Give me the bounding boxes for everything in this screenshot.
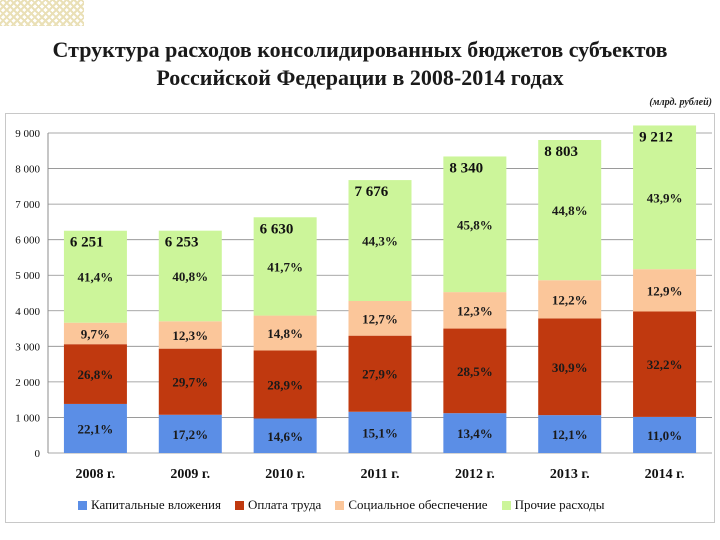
chart-title: Структура расходов консолидированных бюд… <box>0 36 720 92</box>
bar-segment-social <box>63 322 127 345</box>
data-label-capital: 14,6% <box>267 429 303 444</box>
bar-segment-capital <box>158 414 222 453</box>
bar-segment-other <box>633 125 697 270</box>
x-tick-label: 2010 г. <box>265 467 305 482</box>
x-tick-label: 2013 г. <box>550 467 590 482</box>
data-label-other: 41,4% <box>78 270 114 285</box>
bar-segment-social <box>253 315 317 351</box>
y-tick-label: 7 000 <box>15 199 40 211</box>
bar-segment-other <box>348 180 412 301</box>
bar-segment-capital <box>63 403 127 453</box>
chart-title-line-1: Структура расходов консолидированных бюд… <box>52 37 668 62</box>
legend-item-other: Прочие расходы <box>501 497 605 513</box>
bar-segment-salary <box>443 328 507 414</box>
y-tick-label: 1 000 <box>15 412 40 424</box>
data-label-salary: 28,9% <box>267 377 303 392</box>
chart-legend: Капитальные вложения Оплата труда Социальн… <box>78 497 605 513</box>
legend-label-other: Прочие расходы <box>514 497 605 512</box>
legend-swatch-social <box>335 500 345 510</box>
bar-segment-capital <box>443 413 507 453</box>
bar-segment-other <box>253 217 317 316</box>
bar-segment-capital <box>538 415 602 453</box>
data-label-capital: 11,0% <box>647 428 682 443</box>
legend-swatch-other <box>501 500 511 510</box>
bar-segment-capital <box>633 416 697 453</box>
legend-item-social: Социальное обеспечение <box>335 497 488 513</box>
legend-item-salary: Оплата труда <box>234 497 322 513</box>
data-label-salary: 30,9% <box>552 360 588 375</box>
total-label: 9 212 <box>639 129 673 145</box>
bar-segment-salary <box>253 350 317 419</box>
data-label-other: 45,8% <box>457 217 493 232</box>
data-label-capital: 13,4% <box>457 426 493 441</box>
total-label: 8 803 <box>544 144 578 160</box>
data-label-social: 12,3% <box>457 303 493 318</box>
bar-segment-other <box>538 140 602 281</box>
bar-segment-social <box>443 292 507 329</box>
total-label: 8 340 <box>449 160 483 176</box>
x-tick-label: 2011 г. <box>360 467 399 482</box>
data-label-other: 41,7% <box>267 259 303 274</box>
legend-swatch-capital <box>78 500 87 510</box>
data-label-salary: 28,5% <box>457 364 493 379</box>
legend-label-salary: Оплата труда <box>247 497 322 512</box>
bar-segment-capital <box>253 418 317 453</box>
total-label: 6 630 <box>260 221 294 237</box>
data-label-social: 14,8% <box>267 326 303 341</box>
bar-segment-social <box>633 269 697 312</box>
data-label-capital: 15,1% <box>362 425 398 440</box>
y-tick-label: 8 000 <box>15 164 40 176</box>
bar-segment-other <box>443 156 507 293</box>
data-label-social: 12,7% <box>362 311 398 326</box>
bar-segment-other <box>63 230 127 323</box>
unit-label: (млрд. рублей) <box>649 97 712 108</box>
data-label-other: 40,8% <box>172 269 208 284</box>
data-label-salary: 26,8% <box>78 367 114 382</box>
legend-label-social: Социальное обеспечение <box>348 497 488 512</box>
y-tick-label: 3 000 <box>15 341 40 353</box>
x-tick-label: 2014 г. <box>645 467 685 482</box>
x-tick-label: 2009 г. <box>170 467 210 482</box>
y-tick-label: 5 000 <box>15 270 40 282</box>
y-tick-label: 9 000 <box>15 128 40 140</box>
legend-swatch-salary <box>234 500 244 510</box>
chart-title-line-2: Российской Федерации в 2008-2014 годах <box>156 65 564 90</box>
y-tick-label: 0 <box>35 448 41 460</box>
total-label: 7 676 <box>355 184 389 200</box>
x-tick-label: 2008 г. <box>76 467 116 482</box>
data-label-salary: 27,9% <box>362 367 398 382</box>
x-tick-label: 2012 г. <box>455 467 495 482</box>
total-label: 6 251 <box>70 235 104 251</box>
bar-segment-salary <box>538 318 602 416</box>
data-label-other: 44,3% <box>362 234 398 249</box>
bar-segment-salary <box>348 335 412 412</box>
y-tick-label: 4 000 <box>15 306 40 318</box>
data-label-capital: 22,1% <box>78 421 114 436</box>
data-label-capital: 17,2% <box>172 427 208 442</box>
data-label-social: 9,7% <box>81 326 110 341</box>
y-tick-label: 2 000 <box>15 377 40 389</box>
bar-segment-salary <box>158 348 222 415</box>
data-label-social: 12,9% <box>647 283 683 298</box>
bar-segment-salary <box>63 344 127 404</box>
data-label-salary: 32,2% <box>647 357 683 372</box>
legend-label-capital: Капитальные вложения <box>91 497 221 512</box>
data-label-other: 44,8% <box>552 203 588 218</box>
total-label: 6 253 <box>165 235 199 251</box>
y-tick-label: 6 000 <box>15 235 40 247</box>
bar-segment-social <box>348 301 412 336</box>
bar-segment-social <box>538 280 602 319</box>
bar-segment-salary <box>633 311 697 417</box>
bar-segment-other <box>158 230 222 322</box>
data-label-other: 43,9% <box>647 190 683 205</box>
data-label-social: 12,3% <box>172 328 208 343</box>
data-label-salary: 29,7% <box>172 375 208 390</box>
legend-item-capital: Капитальные вложения <box>78 497 221 513</box>
data-label-capital: 12,1% <box>552 427 588 442</box>
decorative-corner-pattern <box>0 0 84 26</box>
data-label-social: 12,2% <box>552 292 588 307</box>
bar-segment-social <box>158 321 222 349</box>
bar-segment-capital <box>348 411 412 453</box>
